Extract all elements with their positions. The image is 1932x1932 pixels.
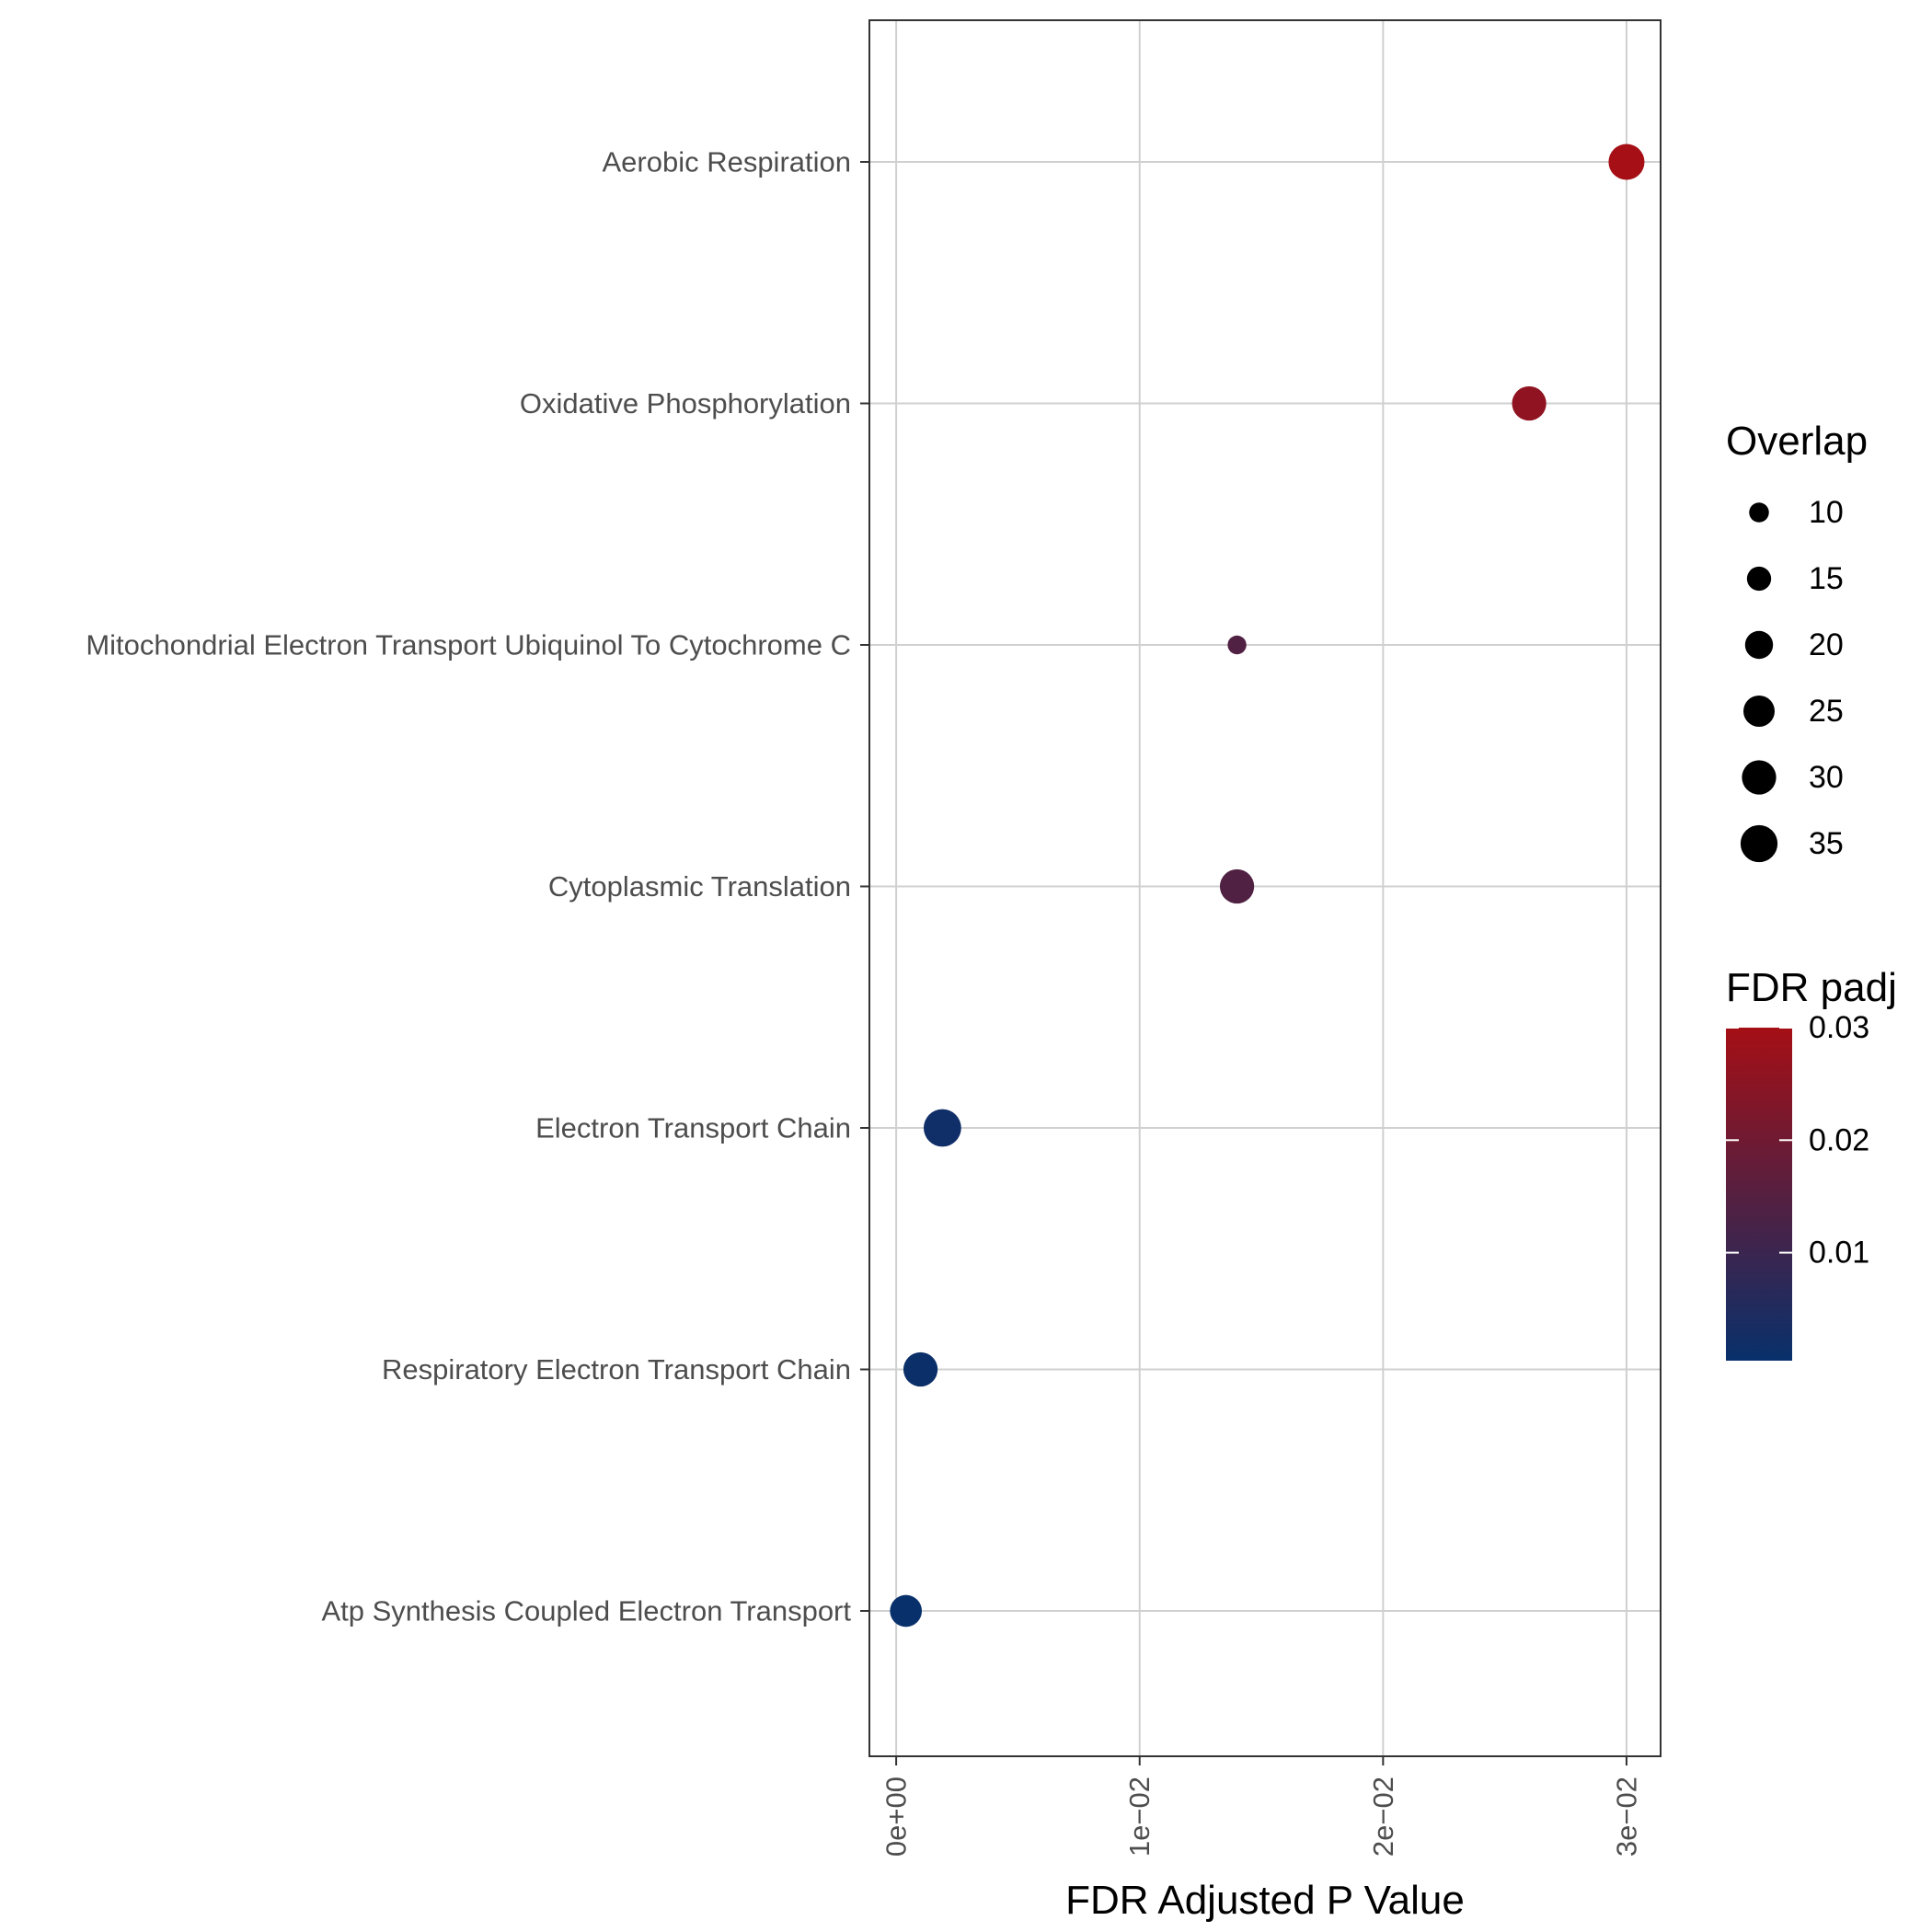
x-tick-label: 0e+00 <box>880 1777 913 1857</box>
x-gridlines <box>895 20 1627 1756</box>
x-axis-label: FDR Adjusted P Value <box>1065 1878 1465 1923</box>
x-axis: 0e+00 1e−02 2e−02 3e−02 <box>880 1756 1642 1857</box>
data-point <box>1512 385 1547 421</box>
category-label: Oxidative Phosphorylation <box>520 387 851 420</box>
overlap-legend-label: 35 <box>1809 826 1844 861</box>
colorbar-label: 0.02 <box>1809 1122 1869 1157</box>
category-label: Atp Synthesis Coupled Electron Transport <box>321 1595 851 1627</box>
overlap-legend-title: Overlap <box>1726 419 1868 464</box>
overlap-legend-label: 25 <box>1809 694 1844 729</box>
fdr-padj-legend-title: FDR padj <box>1726 965 1897 1010</box>
colorbar-label: 0.03 <box>1809 1010 1869 1045</box>
category-label: Cytoplasmic Translation <box>548 870 851 903</box>
overlap-legend-label: 10 <box>1809 495 1844 530</box>
y-axis: Atp Synthesis Coupled Electron Transport… <box>86 146 869 1627</box>
x-tick-label: 2e−02 <box>1367 1777 1399 1857</box>
panel-border <box>868 19 1662 1757</box>
colorbar-label: 0.01 <box>1809 1236 1869 1271</box>
colorbar <box>1726 1028 1792 1361</box>
data-point <box>1219 868 1255 904</box>
category-label: Mitochondrial Electron Transport Ubiquin… <box>86 629 851 661</box>
overlap-legend-key <box>1744 630 1774 660</box>
data-point <box>1227 635 1247 655</box>
data-point <box>890 1594 923 1627</box>
data-point <box>1608 144 1645 180</box>
category-label: Respiratory Electron Transport Chain <box>382 1353 851 1386</box>
overlap-legend-key <box>1746 566 1772 592</box>
fdr-padj-legend: FDR padj 0.01 0.02 0.03 <box>1726 965 1897 1361</box>
overlap-legend-label: 30 <box>1809 760 1844 795</box>
x-tick-label: 1e−02 <box>1123 1777 1156 1857</box>
data-points <box>890 144 1645 1627</box>
overlap-legend-label: 20 <box>1809 627 1844 662</box>
overlap-legend-key <box>1740 824 1778 863</box>
overlap-legend-key <box>1743 696 1775 727</box>
overlap-legend-key <box>1742 760 1777 795</box>
overlap-legend-label: 15 <box>1809 561 1844 596</box>
category-label: Aerobic Respiration <box>602 146 851 178</box>
x-tick-label: 3e−02 <box>1610 1777 1642 1857</box>
overlap-legend: Overlap 10 15 20 25 30 35 <box>1726 419 1868 863</box>
category-label: Electron Transport Chain <box>535 1112 851 1144</box>
overlap-legend-key <box>1749 502 1769 523</box>
data-point <box>903 1351 938 1387</box>
data-point <box>923 1109 961 1147</box>
